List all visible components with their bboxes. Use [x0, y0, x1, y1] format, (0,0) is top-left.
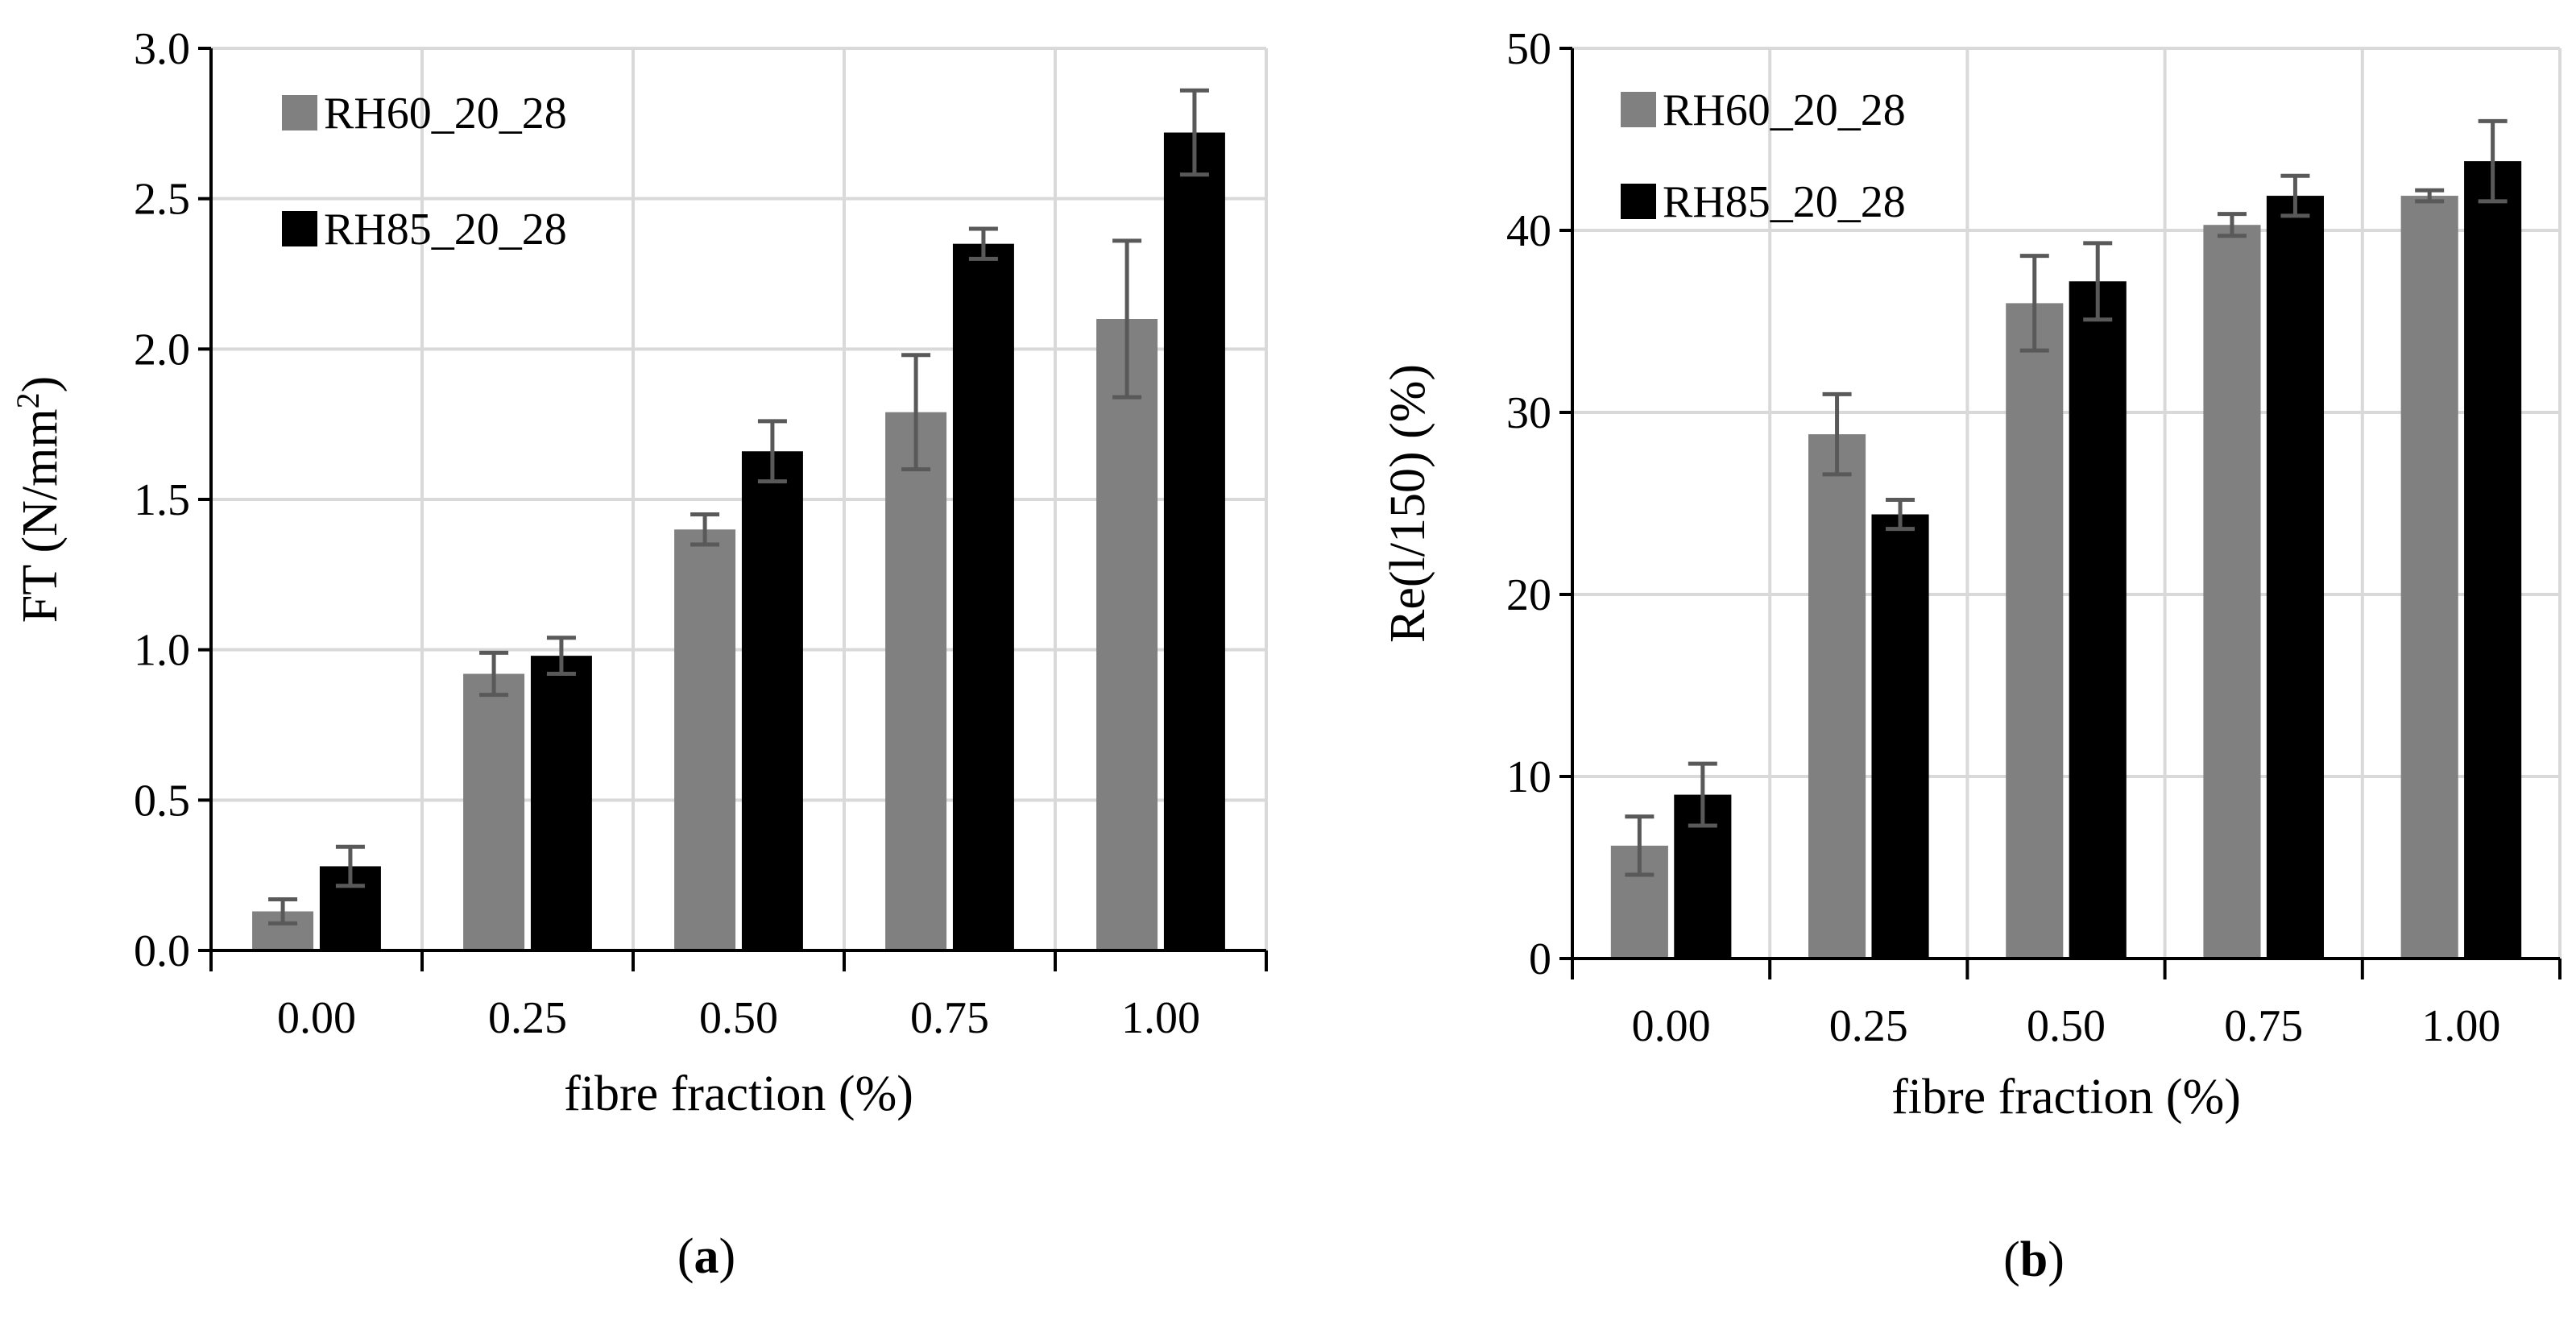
panel-label-open: (	[677, 1229, 694, 1284]
bar-RH85_20_28-1.00	[1163, 132, 1225, 951]
x-tick-label: 0.75	[2224, 1001, 2303, 1051]
bar-RH85_20_28-0.50	[2069, 281, 2127, 959]
y-axis-title-superscript: 2	[10, 392, 46, 408]
bar-RH60_20_28-0.25	[463, 673, 525, 950]
x-tick-label: 1.00	[2421, 1001, 2500, 1051]
panel-label: (b)	[2003, 1232, 2065, 1287]
bar-RH85_20_28-0.25	[1871, 514, 1929, 959]
legend-label: RH60_20_28	[1663, 85, 1906, 135]
y-tick-label: 0	[1529, 934, 1551, 984]
x-tick-label: 0.00	[1632, 1001, 1711, 1051]
x-tick-label: 0.75	[910, 993, 989, 1043]
x-tick-label: 0.25	[488, 993, 567, 1043]
bar-RH60_20_28-0.75	[2203, 225, 2261, 959]
legend-swatch-RH60_20_28	[1621, 92, 1656, 127]
bar-RH85_20_28-1.00	[2464, 161, 2522, 959]
x-tick-label: 0.50	[2027, 1001, 2106, 1051]
x-axis-title: fibre fraction (%)	[564, 1066, 913, 1121]
y-tick-label: 2.5	[134, 175, 190, 225]
y-tick-label: 2.0	[134, 325, 190, 375]
bar-RH60_20_28-1.00	[2400, 196, 2458, 959]
bar-RH85_20_28-0.75	[2266, 196, 2324, 959]
y-axis-title-base: FT (N/mm	[13, 408, 68, 623]
y-tick-label: 1.5	[134, 475, 190, 525]
bar-RH60_20_28-0.50	[674, 529, 736, 950]
x-tick-label: 1.00	[1121, 993, 1200, 1043]
y-tick-label: 3.0	[134, 24, 190, 74]
panel-label-close: )	[2048, 1232, 2065, 1287]
panel-label: (a)	[677, 1229, 735, 1284]
legend-label: RH85_20_28	[324, 205, 567, 255]
bar-RH60_20_28-0.75	[885, 412, 947, 950]
legend-swatch-RH60_20_28	[282, 95, 317, 130]
y-tick-label: 30	[1506, 388, 1551, 438]
bar-RH85_20_28-0.50	[741, 451, 803, 950]
bar-RH60_20_28-1.00	[1096, 319, 1158, 950]
legend-swatch-RH85_20_28	[1621, 184, 1656, 219]
panel-label-letter: b	[2020, 1232, 2048, 1287]
y-tick-label: 20	[1506, 570, 1551, 620]
y-axis-title-tail: )	[13, 376, 68, 393]
y-tick-label: 0.5	[134, 776, 190, 826]
x-axis-title: fibre fraction (%)	[1891, 1070, 2241, 1124]
chart-panel-a: 0.0 0.5 1.0 1.5 2.0 2.5 3.0 0.00 0.25 0.50 0.75 1.0…	[10, 24, 1268, 1284]
legend-label: RH60_20_28	[324, 89, 567, 139]
bar-RH85_20_28-0.25	[530, 656, 592, 950]
y-axis-title: Re(l/150) (%)	[1381, 364, 1435, 643]
x-tick-label: 0.50	[699, 993, 778, 1043]
x-tick-label: 0.00	[277, 993, 356, 1043]
y-tick-label: 10	[1506, 752, 1551, 802]
bar-RH60_20_28-0.50	[2006, 303, 2064, 959]
y-tick-label: 50	[1506, 24, 1551, 74]
y-tick-label: 1.0	[134, 626, 190, 676]
panel-label-letter: a	[694, 1229, 719, 1284]
bar-RH85_20_28-0.75	[952, 243, 1014, 951]
y-tick-label: 40	[1506, 206, 1551, 256]
y-axis-title: FT (N/mm2)	[10, 376, 68, 623]
chart-panel-b: 0 10 20 30 40 50 0.00 0.25 0.50 0.75 1.00 fibre fra…	[1381, 24, 2562, 1287]
legend-label: RH85_20_28	[1663, 177, 1906, 227]
panel-label-open: (	[2003, 1232, 2020, 1287]
panel-label-close: )	[719, 1229, 736, 1284]
legend-swatch-RH85_20_28	[282, 211, 317, 246]
bar-RH60_20_28-0.25	[1808, 434, 1866, 959]
x-tick-label: 0.25	[1829, 1001, 1908, 1051]
y-tick-label: 0.0	[134, 926, 190, 976]
